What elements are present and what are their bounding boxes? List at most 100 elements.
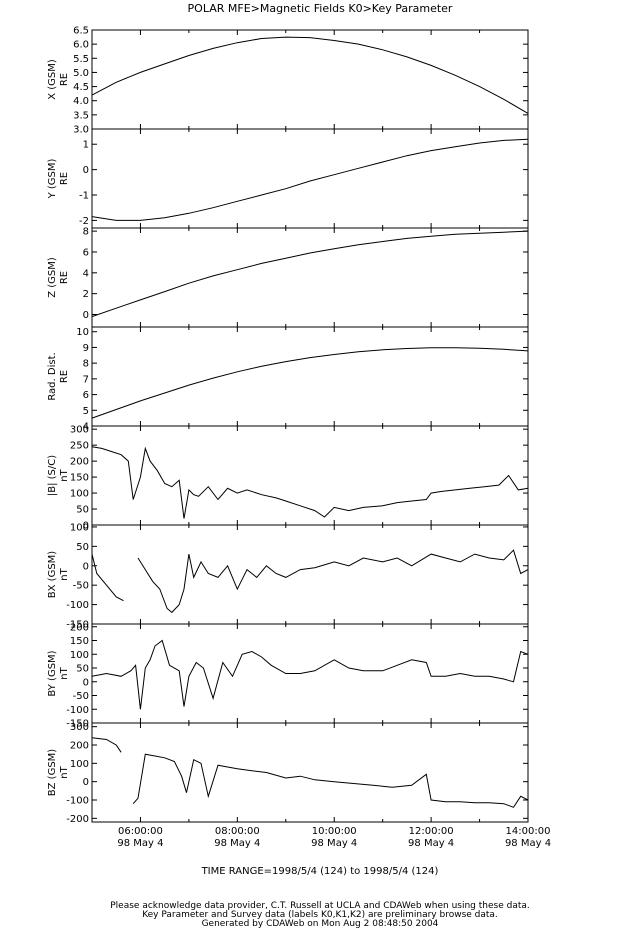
y-tick-label: 9 — [83, 343, 89, 354]
y-tick-label: 50 — [76, 664, 89, 675]
series-line — [91, 446, 529, 519]
x-tick-date: 98 May 4 — [311, 838, 357, 849]
y-tick-label: 0 — [83, 521, 89, 532]
y-tick-label: -150 — [66, 719, 89, 730]
y-tick-label: -2 — [79, 216, 89, 227]
y-tick-label: 0 — [83, 561, 89, 572]
panel-0: 3.0 3.5 4.0 4.5 5.0 5.5 6.0 6.5 X (GSM) RE — [47, 26, 529, 136]
y-tick-label: 300 — [70, 722, 89, 733]
chart-title: POLAR MFE>Magnetic Fields K0>Key Paramet… — [188, 2, 453, 15]
y-tick-label: 6.5 — [73, 26, 89, 37]
y-tick-label: 1 — [83, 140, 89, 151]
y-tick-label: -100 — [66, 600, 89, 611]
x-tick-time: 10:00:00 — [312, 826, 357, 837]
x-tick-date: 98 May 4 — [408, 838, 454, 849]
y-axis-units: RE — [59, 172, 70, 185]
y-tick-label: 50 — [76, 505, 89, 516]
y-tick-label: -50 — [73, 581, 89, 592]
y-axis-units: nT — [59, 567, 70, 580]
panel-5: -150 -100 -50 0 50 100 BX (GSM) nT — [47, 522, 529, 631]
y-axis-label: BZ (GSM) — [47, 749, 58, 797]
y-tick-label: 3.5 — [73, 110, 89, 121]
y-tick-label: -100 — [66, 705, 89, 716]
y-tick-label: 100 — [70, 650, 89, 661]
panel-1: -2 -1 0 1 Y (GSM) RE — [47, 128, 529, 229]
y-tick-label: -150 — [66, 620, 89, 631]
y-tick-label: 7 — [83, 374, 89, 385]
series-line — [91, 639, 529, 710]
panel-frame — [91, 128, 529, 229]
y-axis-units: RE — [59, 370, 70, 383]
y-tick-label: 100 — [70, 489, 89, 500]
x-tick-time: 06:00:00 — [118, 826, 163, 837]
y-tick-label: 0 — [83, 777, 89, 788]
y-axis-units: nT — [59, 666, 70, 679]
y-tick-label: -200 — [66, 814, 89, 825]
panel-frame — [91, 29, 529, 130]
y-tick-label: 100 — [70, 522, 89, 533]
y-tick-label: 200 — [70, 457, 89, 468]
y-tick-label: 8 — [83, 227, 89, 238]
y-axis-units: nT — [59, 468, 70, 481]
y-tick-label: 0 — [83, 165, 89, 176]
y-tick-label: 4 — [83, 422, 89, 433]
footer-preliminary: Key Parameter and Survey data (labels K0… — [142, 910, 498, 920]
y-tick-label: 300 — [70, 425, 89, 436]
x-tick-time: 12:00:00 — [409, 826, 454, 837]
y-axis-label: Z (GSM) — [47, 257, 58, 298]
y-tick-label: 50 — [76, 542, 89, 553]
panel-frame — [91, 425, 529, 526]
y-tick-label: 3.0 — [73, 125, 89, 136]
x-tick-date: 98 May 4 — [117, 838, 163, 849]
y-axis-label: BY (GSM) — [47, 650, 58, 696]
y-tick-label: 250 — [70, 441, 89, 452]
y-tick-label: 6.0 — [73, 40, 89, 51]
x-tick-time: 08:00:00 — [215, 826, 260, 837]
y-tick-label: 5 — [83, 406, 89, 417]
panel-frame — [91, 227, 529, 328]
y-tick-label: 4.5 — [73, 82, 89, 93]
y-tick-label: 2 — [83, 289, 89, 300]
y-axis-units: RE — [59, 73, 70, 86]
y-tick-label: 8 — [83, 359, 89, 370]
y-tick-label: 4 — [83, 268, 89, 279]
y-tick-label: 200 — [70, 622, 89, 633]
y-tick-label: 5.5 — [73, 54, 89, 65]
series-line — [91, 737, 529, 808]
y-tick-label: -50 — [73, 691, 89, 702]
series-line — [91, 230, 529, 318]
panel-frame — [91, 524, 529, 625]
y-axis-label: X (GSM) — [47, 59, 58, 100]
panel-frame — [91, 722, 529, 823]
series-line — [91, 549, 529, 614]
footer-generated: Generated by CDAWeb on Mon Aug 2 08:48:5… — [202, 919, 439, 929]
x-tick-time: 14:00:00 — [506, 826, 551, 837]
panel-frame — [91, 326, 529, 427]
y-tick-label: -1 — [79, 191, 89, 202]
y-tick-label: 150 — [70, 636, 89, 647]
panel-2: 0 2 4 6 8 Z (GSM) RE — [47, 227, 529, 328]
y-tick-label: 5.0 — [73, 68, 89, 79]
y-tick-label: 10 — [76, 327, 89, 338]
panel-4: 0 50 100 150 200 250 300 |B| (S/C) nT — [47, 425, 529, 532]
x-tick-date: 98 May 4 — [214, 838, 260, 849]
series-line — [91, 347, 529, 419]
y-axis-label: Rad. Dist. — [47, 352, 58, 400]
chart-panels: 3.03.54.04.55.05.56.06.5X (GSM) RE-2-101Y… — [47, 26, 529, 825]
y-tick-label: 150 — [70, 473, 89, 484]
panel-3: 4 5 6 7 8 9 10 Rad. Dist. RE — [47, 326, 529, 433]
y-axis-units: RE — [59, 271, 70, 284]
y-tick-label: -100 — [66, 796, 89, 807]
y-axis-label: BX (GSM) — [47, 551, 58, 599]
y-tick-label: 0 — [83, 677, 89, 688]
panel-7: -200 -100 0 100 200 300 BZ (GSM) nT — [47, 722, 529, 825]
y-tick-label: 4.0 — [73, 96, 89, 107]
y-tick-label: 6 — [83, 390, 89, 401]
y-axis-label: Y (GSM) — [47, 159, 58, 200]
y-tick-label: 200 — [70, 741, 89, 752]
y-tick-label: 0 — [83, 310, 89, 321]
series-line — [91, 138, 529, 221]
y-axis-units: nT — [59, 765, 70, 778]
